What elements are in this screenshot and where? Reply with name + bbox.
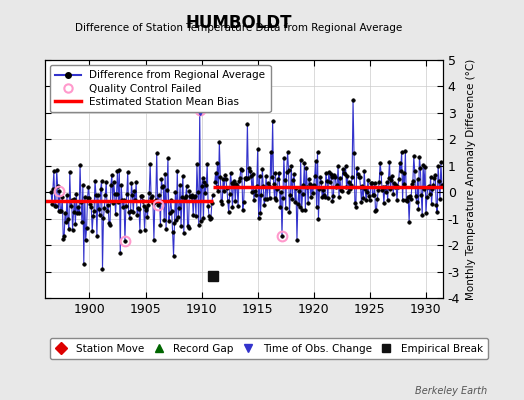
Text: Berkeley Earth: Berkeley Earth <box>415 386 487 396</box>
Legend: Difference from Regional Average, Quality Control Failed, Estimated Station Mean: Difference from Regional Average, Qualit… <box>50 65 270 112</box>
Y-axis label: Monthly Temperature Anomaly Difference (°C): Monthly Temperature Anomaly Difference (… <box>465 58 476 300</box>
Legend: Station Move, Record Gap, Time of Obs. Change, Empirical Break: Station Move, Record Gap, Time of Obs. C… <box>50 338 488 359</box>
Text: Difference of Station Temperature Data from Regional Average: Difference of Station Temperature Data f… <box>75 23 402 33</box>
Text: HUMBOLDT: HUMBOLDT <box>185 14 292 32</box>
